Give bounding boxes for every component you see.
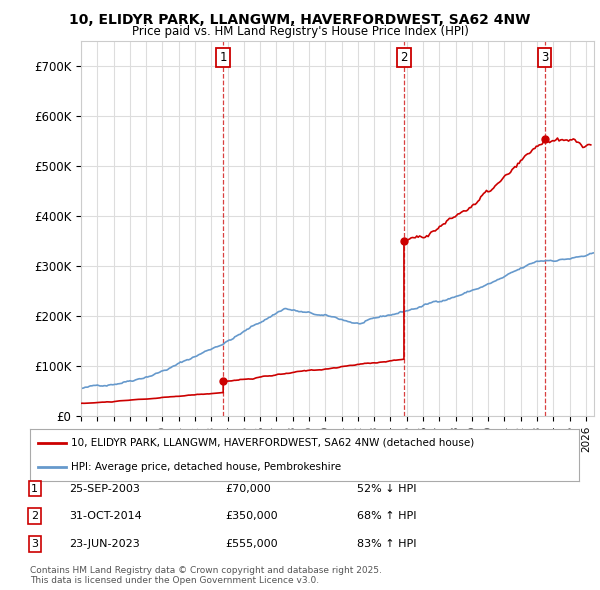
Text: Price paid vs. HM Land Registry's House Price Index (HPI): Price paid vs. HM Land Registry's House … xyxy=(131,25,469,38)
Text: £350,000: £350,000 xyxy=(225,512,278,521)
Text: 25-SEP-2003: 25-SEP-2003 xyxy=(69,484,140,493)
Text: 10, ELIDYR PARK, LLANGWM, HAVERFORDWEST, SA62 4NW: 10, ELIDYR PARK, LLANGWM, HAVERFORDWEST,… xyxy=(70,13,530,27)
Text: 23-JUN-2023: 23-JUN-2023 xyxy=(69,539,140,549)
Text: 3: 3 xyxy=(541,51,548,64)
Text: 2: 2 xyxy=(400,51,407,64)
Text: 31-OCT-2014: 31-OCT-2014 xyxy=(69,512,142,521)
Text: Contains HM Land Registry data © Crown copyright and database right 2025.
This d: Contains HM Land Registry data © Crown c… xyxy=(30,566,382,585)
Text: HPI: Average price, detached house, Pembrokeshire: HPI: Average price, detached house, Pemb… xyxy=(71,462,341,472)
Text: 68% ↑ HPI: 68% ↑ HPI xyxy=(357,512,416,521)
Text: 1: 1 xyxy=(220,51,227,64)
Text: 3: 3 xyxy=(31,539,38,549)
Text: 2: 2 xyxy=(31,512,38,521)
Text: 1: 1 xyxy=(31,484,38,493)
Text: 52% ↓ HPI: 52% ↓ HPI xyxy=(357,484,416,493)
Text: £555,000: £555,000 xyxy=(225,539,278,549)
Text: 83% ↑ HPI: 83% ↑ HPI xyxy=(357,539,416,549)
Text: 10, ELIDYR PARK, LLANGWM, HAVERFORDWEST, SA62 4NW (detached house): 10, ELIDYR PARK, LLANGWM, HAVERFORDWEST,… xyxy=(71,438,475,448)
Text: £70,000: £70,000 xyxy=(225,484,271,493)
